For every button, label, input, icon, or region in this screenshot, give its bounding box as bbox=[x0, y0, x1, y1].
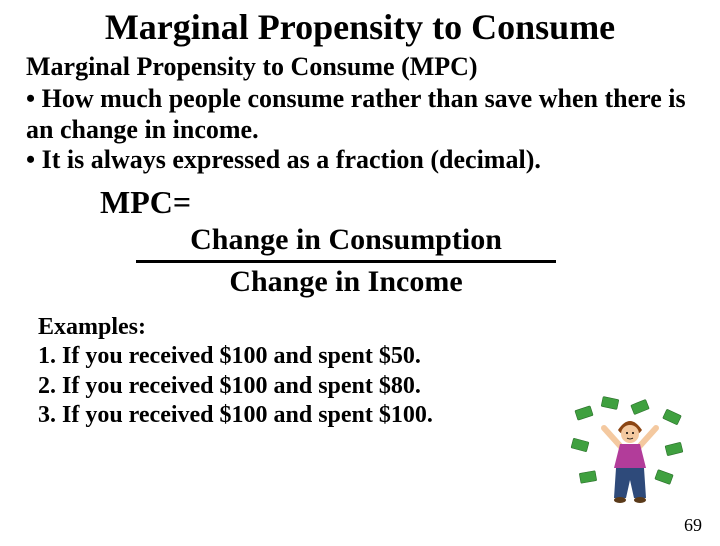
fraction-bar bbox=[136, 260, 556, 263]
bullet-2: • It is always expressed as a fraction (… bbox=[0, 145, 720, 176]
formula-numerator: Change in Consumption bbox=[136, 223, 556, 258]
formula-denominator: Change in Income bbox=[136, 265, 556, 300]
person-icon bbox=[604, 421, 656, 503]
page-number: 69 bbox=[684, 515, 702, 536]
formula-fraction: Change in Consumption Change in Income bbox=[136, 223, 556, 299]
example-item: 1. If you received $100 and spent $50. bbox=[38, 342, 720, 371]
formula-label: MPC= bbox=[0, 184, 720, 221]
examples-header: Examples: bbox=[38, 313, 720, 342]
money-person-illustration bbox=[570, 394, 690, 514]
subtitle: Marginal Propensity to Consume (MPC) bbox=[0, 52, 720, 82]
bullet-1: • How much people consume rather than sa… bbox=[0, 84, 720, 145]
page-title: Marginal Propensity to Consume bbox=[0, 6, 720, 48]
